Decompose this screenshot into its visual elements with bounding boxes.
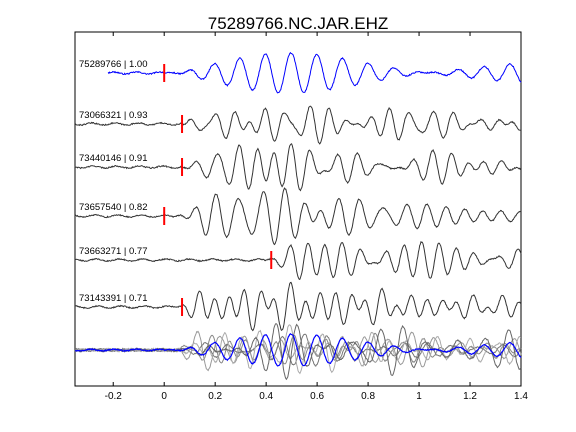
x-tick-label: 0.8 (361, 391, 375, 402)
trace-label: 75289766 | 1.00 (79, 59, 148, 70)
waveform-traces (74, 51, 522, 332)
trace-label: 73440146 | 0.91 (79, 153, 148, 164)
waveform-trace (74, 143, 522, 192)
waveform-trace (74, 187, 522, 246)
pick-markers (163, 64, 273, 316)
trace-label: 73143391 | 0.71 (79, 293, 148, 304)
trace-label: 73663271 | 0.77 (79, 246, 148, 257)
trace-label: 73657540 | 0.82 (79, 202, 148, 213)
x-tick-label: 1.4 (514, 391, 528, 402)
chart-title: 75289766.NC.JAR.EHZ (208, 14, 388, 33)
x-tick-label: 1.2 (463, 391, 477, 402)
x-tick-label: -0.2 (105, 391, 123, 402)
trace-labels: 75289766 | 1.00 73066321 | 0.93 73440146 |… (79, 59, 148, 304)
overlay-master-trace (74, 332, 522, 367)
trace-label: 73066321 | 0.93 (79, 110, 148, 121)
overlay-trace (74, 324, 522, 375)
x-tick-label: 0.6 (310, 391, 324, 402)
x-tick-label: 0 (161, 391, 167, 402)
overlay-stack (74, 323, 522, 381)
x-axis-ticks: -0.2 0 0.2 0.4 0.6 0.8 1 1.2 1.4 (105, 32, 528, 402)
waveform-trace (107, 51, 522, 94)
waveform-trace (75, 281, 522, 332)
waveform-trace (74, 240, 522, 281)
x-tick-label: 1 (416, 391, 422, 402)
waveform-trace (75, 105, 522, 145)
x-tick-label: 0.2 (208, 391, 222, 402)
x-tick-label: 0.4 (259, 391, 273, 402)
